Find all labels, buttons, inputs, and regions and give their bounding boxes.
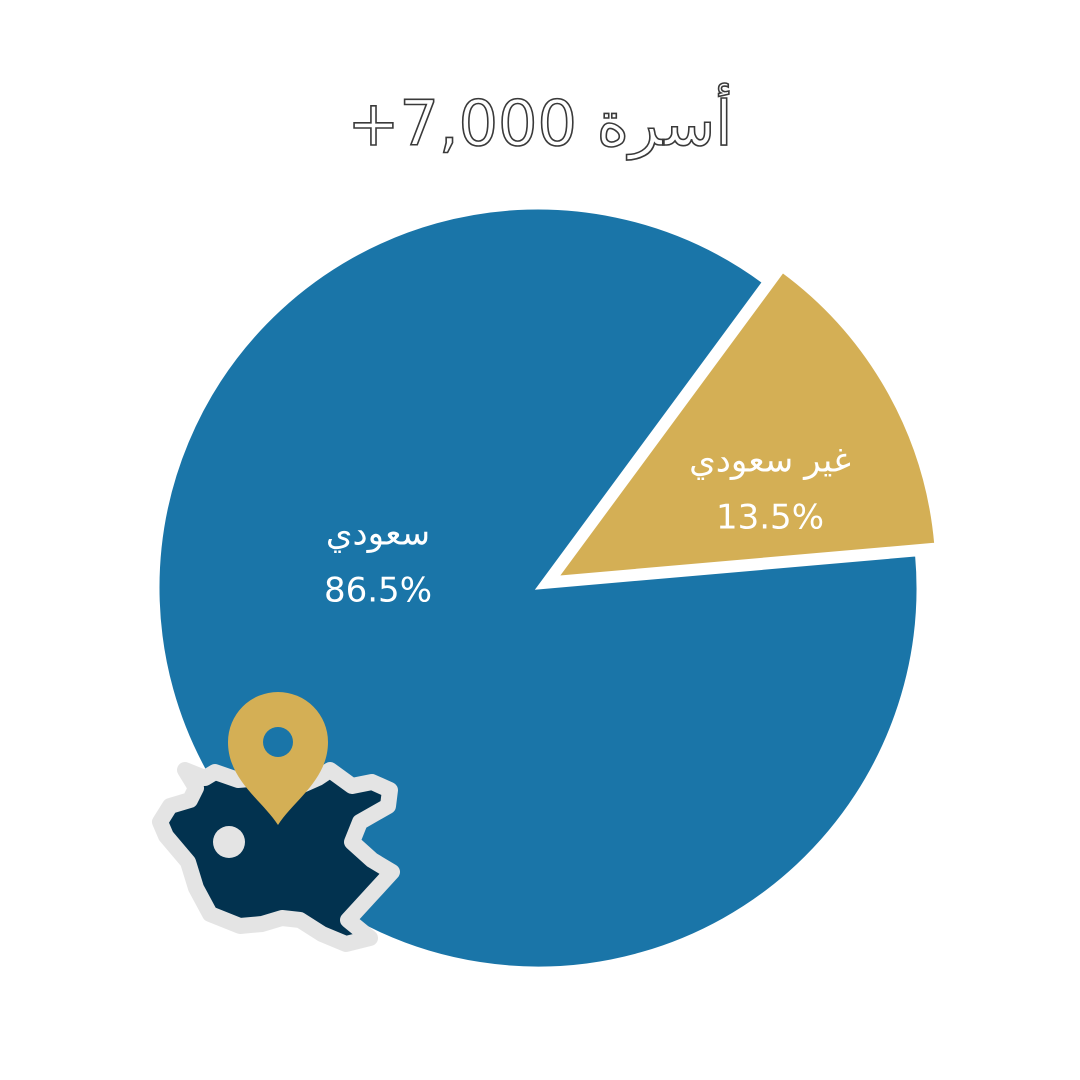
- pin-hole: [263, 727, 293, 757]
- slice-name: سعودي: [326, 514, 430, 554]
- chart-title: أسرة 7,000+: [347, 83, 732, 160]
- slice-value: 13.5%: [716, 498, 824, 538]
- map-icon: [152, 692, 400, 952]
- location-pin: [228, 692, 328, 825]
- slice-name: غير سعودي: [689, 441, 851, 481]
- pie-slice: [554, 269, 938, 580]
- labels: سعودي 86.5% غير سعودي 13.5%: [324, 441, 851, 611]
- slice-value: 86.5%: [324, 571, 432, 611]
- map-dot: [213, 826, 245, 858]
